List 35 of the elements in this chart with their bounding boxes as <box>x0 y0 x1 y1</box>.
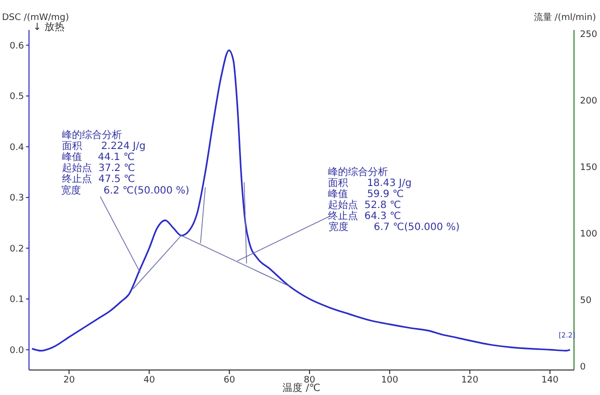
x-tick-label: 40 <box>143 375 156 386</box>
y-tick-label: 0.3 <box>10 194 24 204</box>
annotation: 峰值 44.1 ℃ <box>62 151 135 163</box>
y2-tick-label: 150 <box>580 163 598 174</box>
annotation: 峰值 59.9 ℃ <box>328 188 404 200</box>
y2-axis-title: 流量 /(ml/min) <box>534 12 596 23</box>
y2-tick-label: 0 <box>580 362 586 373</box>
y2-tick-label: 250 <box>580 30 598 40</box>
x-tick-label: 140 <box>541 375 559 386</box>
y-tick-label: 0.2 <box>10 244 24 254</box>
annotation: 宽度 6.7 ℃(50.000 %) <box>328 220 460 233</box>
y2-tick-label: 50 <box>580 296 592 306</box>
y-tick-label: 0.1 <box>10 295 24 306</box>
y-tick-label: 0.0 <box>10 346 24 356</box>
annotation: 宽度 6.2 ℃(50.000 %) <box>61 184 190 197</box>
x-tick-label: 20 <box>63 375 76 386</box>
annotation: ↓ 放热 <box>33 22 65 33</box>
annotation: 终止点 47.5 ℃ <box>62 173 136 185</box>
y-axis-title: DSC /(mW/mg) <box>2 13 70 23</box>
y-tick-label: 0.4 <box>10 142 24 153</box>
y2-tick-label: 100 <box>580 230 598 240</box>
annotation: 面积 2.224 J/g <box>62 141 146 152</box>
annotation: 峰的综合分析 <box>62 129 122 141</box>
y-tick-label: 0.5 <box>10 92 24 102</box>
x-tick-label: 120 <box>461 375 479 386</box>
annotation: 终止点 64.3 ℃ <box>328 210 402 222</box>
x-axis-title: 温度 /℃ <box>282 382 320 394</box>
annotation: 起始点 52.8 ℃ <box>328 199 402 211</box>
x-tick-label: 60 <box>224 375 236 386</box>
y-tick-label: 0.6 <box>10 41 24 52</box>
annotation: 起始点 37.2 ℃ <box>62 162 136 174</box>
x-tick-label: 100 <box>381 375 399 386</box>
y2-tick-label: 200 <box>580 96 598 107</box>
annotation: 面积 18.43 J/g <box>328 178 412 189</box>
annotation: 峰的综合分析 <box>328 166 388 178</box>
